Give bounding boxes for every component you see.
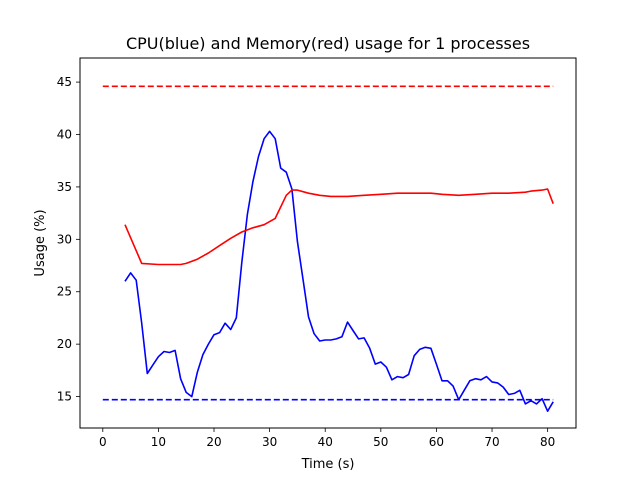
- blue-solid-series-line: [124, 130, 554, 413]
- y-tick-label: 40: [57, 128, 72, 142]
- y-axis: 15 20 25 30 35 40 45: [57, 75, 80, 404]
- x-tick-label: 10: [151, 435, 166, 449]
- x-axis-label: Time (s): [301, 457, 355, 472]
- y-tick-label: 20: [57, 337, 72, 351]
- y-tick-label: 35: [57, 180, 72, 194]
- plot-area: [102, 85, 554, 413]
- x-tick-label: 70: [484, 435, 499, 449]
- x-tick-label: 40: [318, 435, 333, 449]
- x-tick-label: 30: [262, 435, 277, 449]
- x-tick-label: 60: [429, 435, 444, 449]
- x-tick-label: 50: [373, 435, 388, 449]
- y-axis-label: Usage (%): [33, 209, 48, 276]
- x-tick-label: 20: [206, 435, 221, 449]
- y-tick-label: 30: [57, 232, 72, 246]
- chart-title: CPU(blue) and Memory(red) usage for 1 pr…: [126, 34, 530, 53]
- plot-frame: [79, 57, 577, 429]
- y-tick-label: 15: [57, 390, 72, 404]
- x-tick-label: 80: [540, 435, 555, 449]
- y-tick-label: 45: [57, 75, 72, 89]
- x-axis: 0 10 20 30 40 50 60 70 80: [99, 428, 555, 449]
- y-tick-label: 25: [57, 285, 72, 299]
- x-tick-label: 0: [99, 435, 107, 449]
- red-solid-series-line: [124, 188, 554, 266]
